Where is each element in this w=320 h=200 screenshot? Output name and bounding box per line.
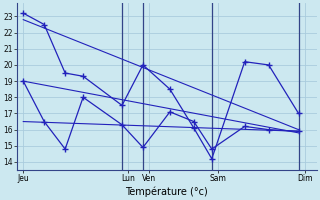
- X-axis label: Température (°c): Température (°c): [125, 186, 208, 197]
